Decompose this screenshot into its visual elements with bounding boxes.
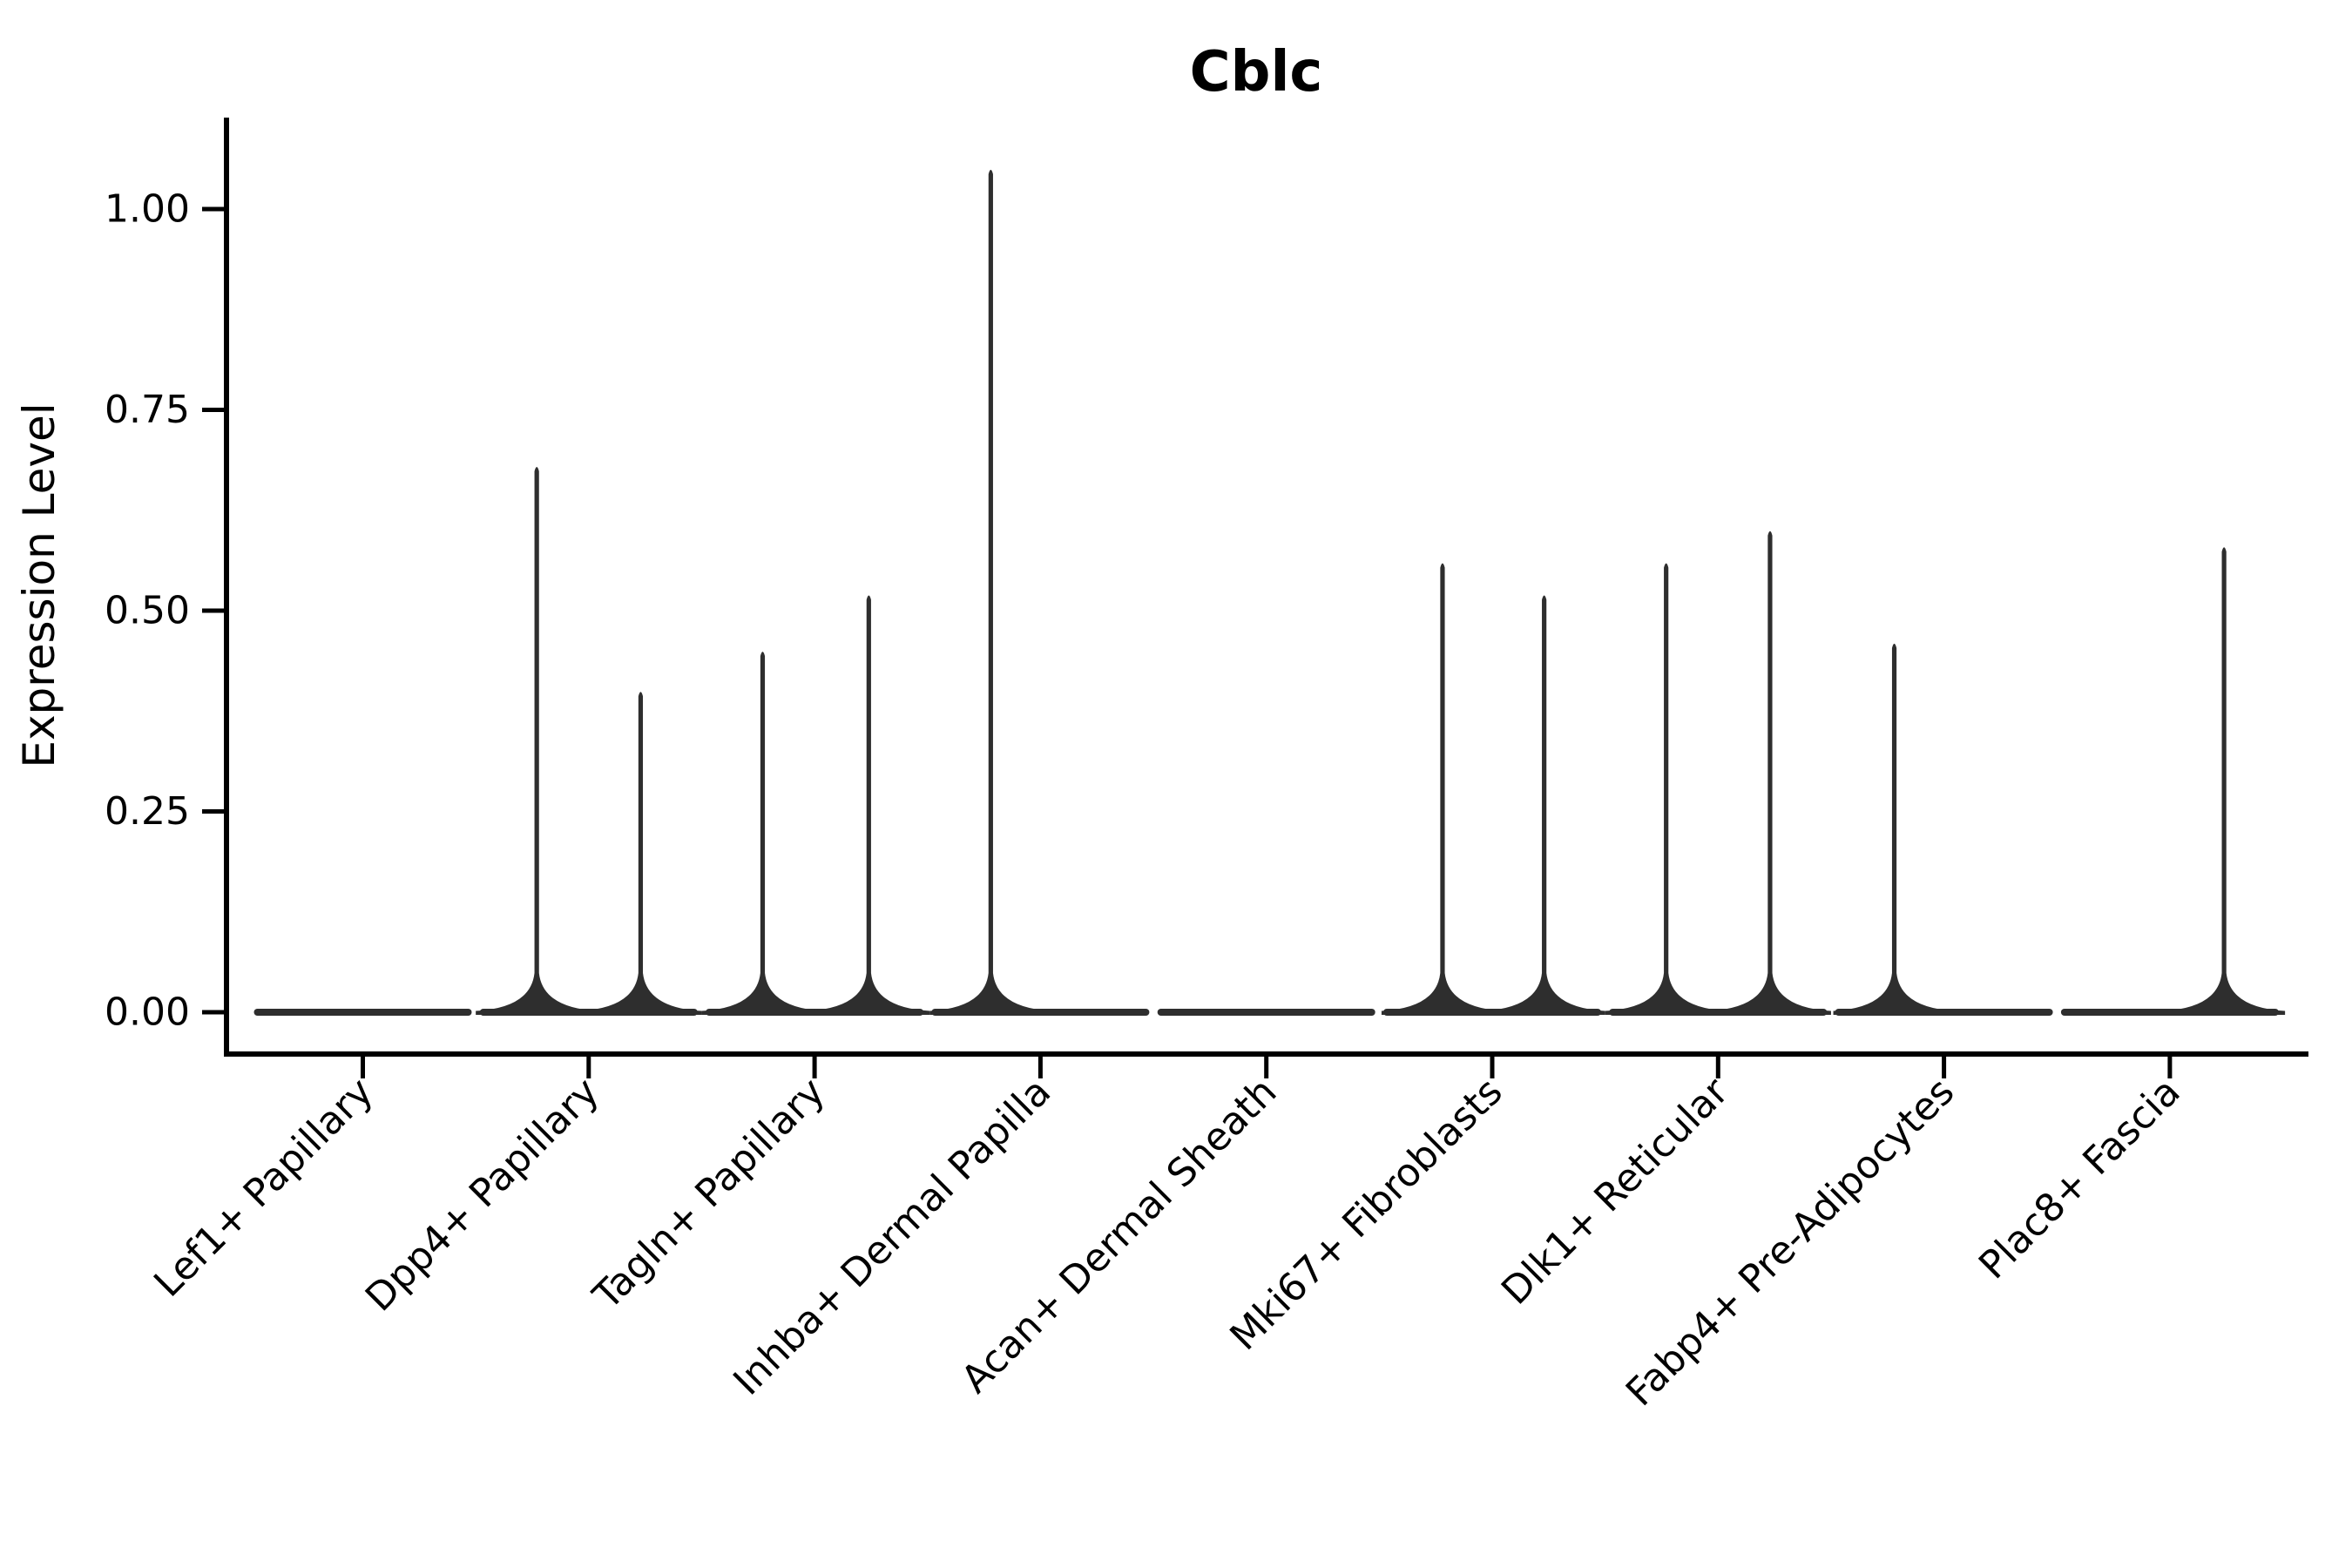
violin: [476, 467, 702, 1016]
x-axis-label: Dpp4+ Papillary: [357, 1070, 608, 1321]
violin-spike: [701, 652, 824, 1015]
violin-spike: [1833, 643, 1956, 1015]
y-tick-label: 0.75: [105, 388, 190, 432]
x-axis-label: Dlk1+ Reticular: [1493, 1069, 1738, 1314]
violin-spike: [808, 595, 930, 1015]
violin-spike: [579, 692, 702, 1015]
violin-spike: [1708, 531, 1831, 1015]
violin: [1381, 563, 1605, 1016]
violin-layer: [253, 169, 2286, 1016]
violin-spike: [1381, 563, 1504, 1015]
y-tick-label: 0.50: [105, 589, 190, 633]
violin-spike: [2163, 547, 2286, 1015]
chart-title: Cblc: [1190, 40, 1323, 105]
y-tick-label: 0.00: [105, 990, 190, 1035]
x-axis-label: Lef1+ Papillary: [145, 1070, 382, 1306]
axes-layer: 0.00 0.25 0.50 0.75 1.00 Lef1+ PapillaryDpp4+…: [105, 118, 2308, 1415]
violin: [929, 169, 1150, 1016]
violin-spike: [929, 169, 1052, 1015]
violin: [701, 595, 930, 1016]
violin: [2060, 547, 2286, 1016]
y-axis-title: Expression Level: [14, 402, 64, 767]
y-tick-label: 0.25: [105, 789, 190, 834]
x-axis-label: Tagln+ Papillary: [585, 1070, 834, 1319]
y-tick-label: 1.00: [105, 187, 190, 232]
x-axis-label: Plac8+ Fascia: [1970, 1070, 2189, 1288]
violin-spike: [1605, 563, 1727, 1015]
violin-spike: [1483, 595, 1605, 1015]
violin: [1605, 531, 1831, 1016]
violin: [1833, 643, 2053, 1016]
violin-spike: [476, 467, 598, 1015]
